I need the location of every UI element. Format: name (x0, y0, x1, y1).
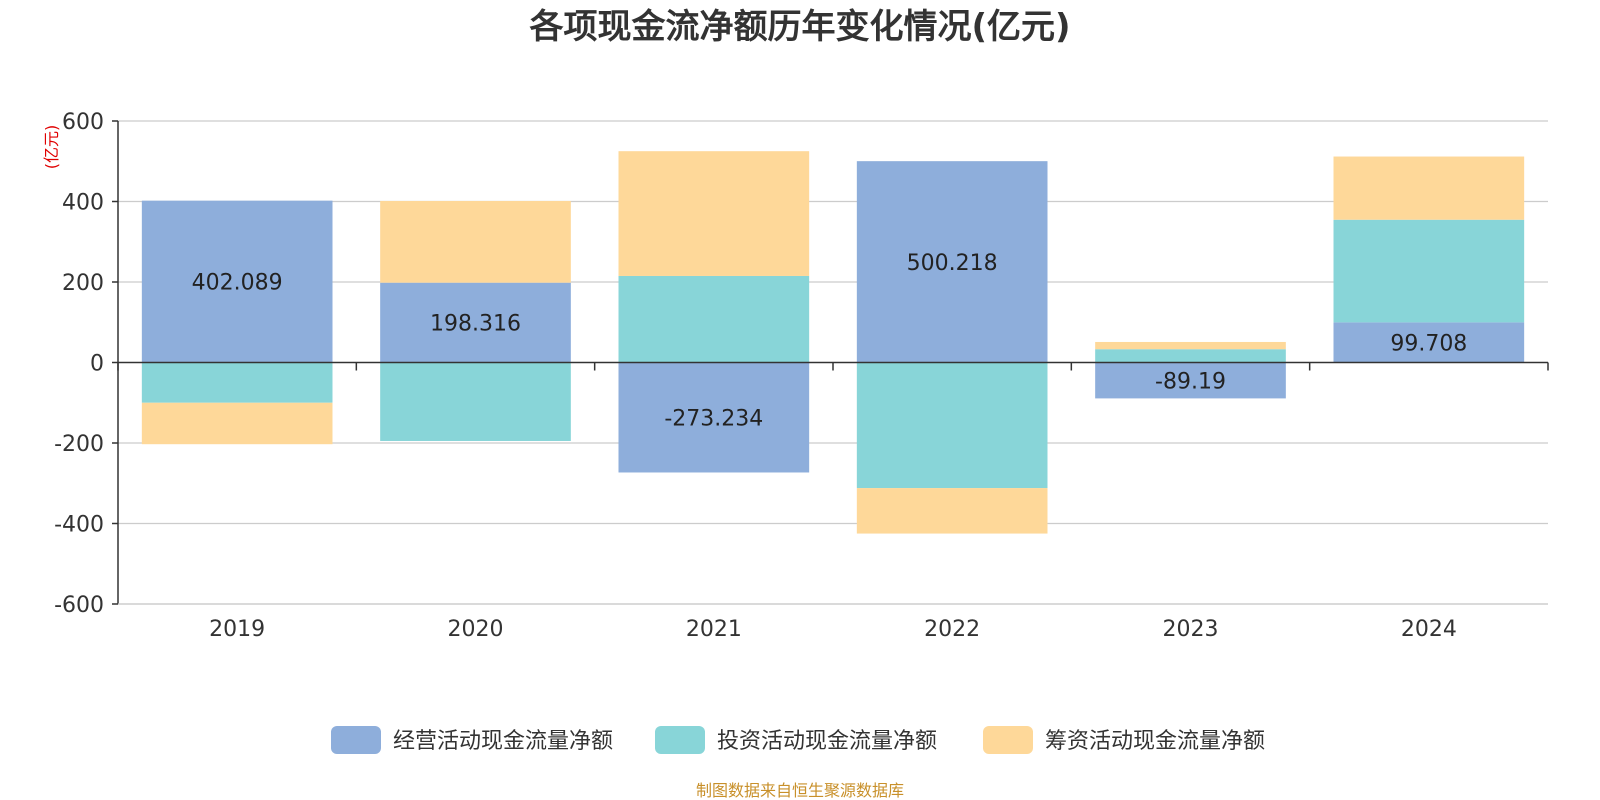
x-tick-label: 2020 (448, 617, 504, 642)
data-label: -273.234 (664, 406, 763, 431)
x-tick-label: 2019 (209, 617, 265, 642)
bar-segment (1333, 219, 1525, 323)
legend[interactable]: 经营活动现金流量净额 投资活动现金流量净额 筹资活动现金流量净额 (331, 726, 1265, 754)
data-label: 402.089 (192, 271, 283, 296)
x-tick-label: 2021 (686, 617, 742, 642)
bar-segment (856, 488, 1048, 534)
y-axis-unit: (亿元) (42, 125, 61, 170)
bar-segment (618, 275, 810, 363)
bar-segment (618, 151, 810, 276)
bar-segment (380, 282, 571, 363)
bar-segment (1333, 156, 1525, 220)
legend-label: 投资活动现金流量净额 (717, 729, 937, 754)
bar-segment (856, 161, 1048, 363)
x-tick-label: 2022 (924, 617, 980, 642)
bar-segment (1095, 362, 1286, 399)
x-tick-label: 2024 (1401, 617, 1457, 642)
bars (141, 151, 1525, 534)
y-tick-label: -600 (54, 593, 104, 618)
data-label: 99.708 (1390, 331, 1467, 356)
data-label: 500.218 (907, 251, 998, 276)
legend-swatch (331, 726, 381, 754)
bar-segment (618, 362, 810, 473)
y-tick-label: -400 (54, 513, 104, 538)
data-label: 198.316 (430, 312, 521, 337)
axes: 600 400 200 0 -200 -400 -600 2019 2020 2021 2022 20… (54, 110, 1549, 642)
legend-item[interactable]: 投资活动现金流量净额 (655, 726, 937, 754)
data-labels: 402.089 198.316 -273.234 500.218 -89.19 99.70… (192, 251, 1468, 432)
data-label: -89.19 (1155, 369, 1226, 394)
bar-segment (1095, 349, 1286, 363)
bar-segment (380, 200, 571, 283)
bar-segment (856, 362, 1048, 489)
bar-segment (141, 200, 333, 363)
bar-segment (141, 362, 333, 403)
y-tick-label: 600 (62, 110, 104, 135)
y-tick-label: 200 (62, 271, 104, 296)
legend-swatch (983, 726, 1033, 754)
source-note: 制图数据来自恒生聚源数据库 (696, 781, 904, 800)
bar-segment (380, 362, 571, 441)
y-tick-label: -200 (54, 432, 104, 457)
chart-title: 各项现金流净额历年变化情况(亿元) (529, 7, 1070, 47)
x-tick-label: 2023 (1163, 617, 1219, 642)
y-tick-label: 400 (62, 191, 104, 216)
bar-segment (1333, 322, 1525, 363)
legend-item[interactable]: 筹资活动现金流量净额 (983, 726, 1265, 754)
bar-segment (141, 402, 333, 445)
legend-swatch (655, 726, 705, 754)
legend-item[interactable]: 经营活动现金流量净额 (331, 726, 613, 754)
y-tick-label: 0 (90, 352, 104, 377)
legend-label: 经营活动现金流量净额 (393, 729, 613, 754)
legend-label: 筹资活动现金流量净额 (1045, 729, 1265, 754)
bar-segment (1095, 341, 1286, 350)
